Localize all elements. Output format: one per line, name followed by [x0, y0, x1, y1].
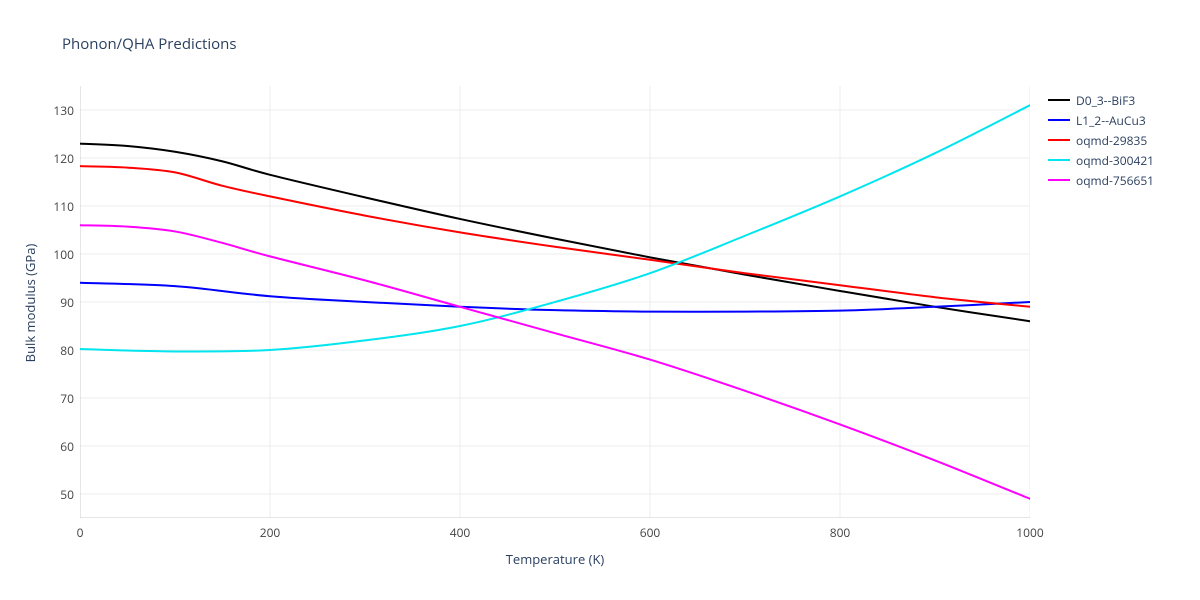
legend-item[interactable]: D0_3--BiF3: [1048, 90, 1154, 110]
y-tick-label: 120: [40, 150, 74, 167]
y-tick-label: 100: [40, 246, 74, 263]
y-tick-label: 130: [40, 102, 74, 119]
legend-item[interactable]: oqmd-29835: [1048, 130, 1154, 150]
legend-item[interactable]: oqmd-756651: [1048, 170, 1154, 190]
legend-label: oqmd-29835: [1076, 132, 1147, 149]
y-tick-label: 70: [40, 390, 74, 407]
legend-swatch: [1048, 159, 1070, 161]
legend-label: oqmd-756651: [1076, 172, 1154, 189]
y-tick-label: 50: [40, 486, 74, 503]
series-line: [80, 144, 1030, 322]
y-tick-label: 110: [40, 198, 74, 215]
legend-swatch: [1048, 179, 1070, 181]
series-line: [80, 225, 1030, 499]
legend-label: D0_3--BiF3: [1076, 92, 1135, 109]
y-tick-label: 80: [40, 342, 74, 359]
series-line: [80, 283, 1030, 312]
legend-label: oqmd-300421: [1076, 152, 1154, 169]
x-tick-label: 0: [60, 524, 100, 541]
chart-legend: D0_3--BiF3 L1_2--AuCu3 oqmd-29835 oqmd-3004…: [1048, 90, 1154, 190]
legend-swatch: [1048, 99, 1070, 101]
y-axis-label: Bulk modulus (GPa): [21, 213, 39, 393]
x-axis-label: Temperature (K): [80, 550, 1030, 568]
series-line: [80, 166, 1030, 307]
y-tick-label: 90: [40, 294, 74, 311]
legend-swatch: [1048, 119, 1070, 121]
chart-title: Phonon/QHA Predictions: [62, 34, 237, 54]
x-tick-label: 1000: [1010, 524, 1050, 541]
line-chart: [80, 86, 1030, 518]
x-tick-label: 600: [630, 524, 670, 541]
y-tick-label: 60: [40, 438, 74, 455]
legend-label: L1_2--AuCu3: [1076, 112, 1146, 129]
x-tick-label: 800: [820, 524, 860, 541]
legend-swatch: [1048, 139, 1070, 141]
legend-item[interactable]: oqmd-300421: [1048, 150, 1154, 170]
x-tick-label: 200: [250, 524, 290, 541]
legend-item[interactable]: L1_2--AuCu3: [1048, 110, 1154, 130]
series-line: [80, 105, 1030, 351]
x-tick-label: 400: [440, 524, 480, 541]
